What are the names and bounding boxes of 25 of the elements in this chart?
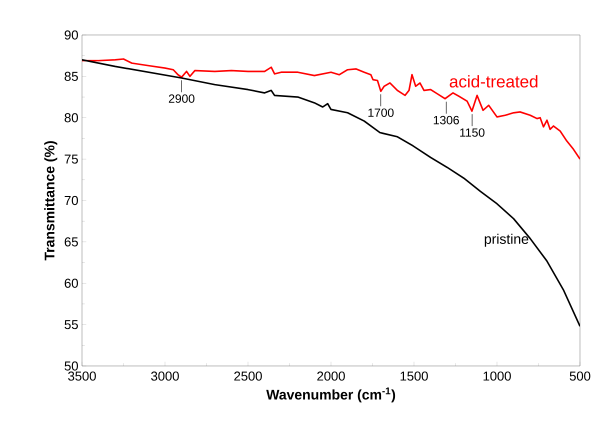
y-tick-label: 50 — [64, 361, 78, 371]
y-tick-label: 90 — [64, 30, 78, 40]
x-tick-label: 2500 — [234, 372, 262, 381]
y-axis-title: Transmittance (%) — [44, 141, 58, 260]
annotation: 1700 — [368, 108, 394, 117]
x-axis-title: Wavenumber (cm$^{-1}$) — [266, 388, 396, 402]
x-tick-label: 3000 — [151, 372, 179, 381]
x-tick-label: 1000 — [484, 372, 511, 381]
y-tick-label: 75 — [64, 154, 78, 164]
y-tick-label: 80 — [64, 113, 78, 122]
x-tick-label: 500 — [570, 372, 590, 381]
line-series — [82, 58, 580, 160]
y-tick-label: 60 — [64, 278, 78, 288]
series-label: pristine — [484, 234, 528, 247]
series-label: acid-treated — [450, 75, 538, 88]
x-tick-label: 1500 — [400, 372, 428, 381]
y-tick-label: 70 — [64, 196, 78, 206]
x-tick-label: 3500 — [68, 372, 96, 381]
y-tick-label: 65 — [64, 237, 78, 246]
y-tick-label: 55 — [64, 320, 78, 330]
annotation: 1306 — [434, 116, 459, 124]
y-tick-label: 85 — [64, 72, 78, 81]
x-tick-label: 2000 — [317, 372, 345, 381]
annotation: 2900 — [168, 94, 194, 103]
annotation: 1150 — [460, 128, 484, 137]
